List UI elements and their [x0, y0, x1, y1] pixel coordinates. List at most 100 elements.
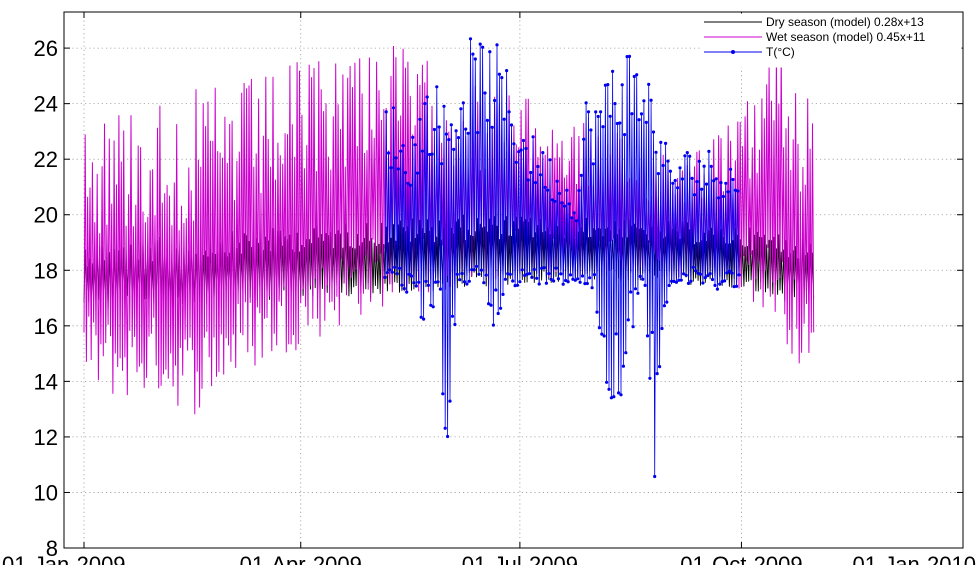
data-point: [411, 135, 415, 139]
data-point: [468, 37, 473, 41]
data-point: [384, 110, 388, 114]
data-point: [454, 129, 458, 133]
data-point: [648, 376, 652, 380]
data-point: [605, 380, 609, 384]
data-point: [683, 154, 687, 158]
data-point: [647, 82, 651, 86]
data-point: [506, 272, 510, 276]
data-point: [400, 283, 404, 287]
data-point: [443, 426, 447, 430]
data-point: [394, 156, 398, 160]
data-point: [710, 277, 715, 282]
data-point: [447, 138, 451, 142]
data-point: [514, 160, 518, 164]
data-point: [661, 163, 665, 168]
data-point: [690, 176, 694, 180]
y-tick-label: 10: [34, 480, 58, 505]
data-point: [507, 110, 511, 114]
data-point: [717, 196, 721, 200]
data-point: [499, 306, 503, 310]
data-point: [586, 110, 591, 114]
data-point: [460, 271, 464, 276]
data-point: [533, 181, 538, 185]
data-point: [530, 275, 534, 279]
data-point: [617, 391, 621, 395]
data-point: [434, 280, 438, 284]
data-point: [633, 287, 638, 291]
data-point: [651, 130, 656, 134]
data-point: [395, 272, 399, 276]
data-point: [568, 273, 573, 277]
data-point: [670, 279, 674, 283]
data-point: [542, 266, 546, 270]
data-point: [688, 154, 692, 158]
data-point: [599, 110, 603, 114]
y-tick-label: 18: [34, 258, 58, 283]
data-point: [559, 272, 563, 276]
data-point: [406, 181, 410, 185]
data-point: [412, 281, 416, 285]
data-point: [473, 57, 477, 61]
data-point: [500, 76, 504, 80]
data-point: [585, 281, 589, 286]
data-point: [676, 186, 680, 190]
series-layer: [83, 37, 815, 479]
data-point: [391, 106, 396, 110]
data-point: [636, 291, 640, 295]
data-point: [566, 280, 570, 284]
data-point: [541, 151, 545, 155]
data-point: [548, 158, 552, 162]
data-point: [479, 268, 483, 272]
data-point: [574, 219, 579, 223]
y-tick-label: 20: [34, 203, 58, 228]
data-point: [583, 282, 587, 286]
data-point: [444, 132, 448, 136]
data-point: [491, 323, 495, 327]
data-point: [464, 127, 468, 131]
data-point: [505, 69, 509, 73]
data-point: [441, 392, 445, 396]
data-point: [673, 178, 677, 183]
data-point: [680, 177, 685, 181]
data-point: [428, 152, 432, 157]
data-point: [684, 273, 688, 277]
data-point: [582, 137, 586, 141]
data-point: [714, 177, 718, 181]
data-point: [496, 311, 500, 316]
data-point: [570, 216, 574, 220]
data-point: [642, 99, 646, 103]
data-point: [511, 279, 515, 283]
data-point: [420, 149, 424, 153]
data-point: [489, 303, 493, 307]
data-point: [417, 280, 421, 284]
data-point: [424, 279, 428, 283]
y-tick-label: 14: [34, 369, 58, 394]
data-point: [638, 274, 642, 278]
x-tick-label: 01-Jan-2009: [2, 552, 126, 565]
data-point: [594, 110, 598, 114]
data-point: [703, 276, 707, 280]
data-point: [482, 281, 486, 285]
data-point: [576, 277, 580, 281]
data-point: [625, 55, 629, 59]
y-tick-label: 24: [34, 92, 58, 117]
data-point: [472, 268, 476, 272]
data-point: [736, 189, 740, 193]
data-point: [659, 140, 663, 144]
data-point: [562, 204, 567, 208]
data-point: [383, 275, 387, 279]
data-point: [453, 322, 457, 327]
y-tick-label: 16: [34, 314, 58, 339]
data-point: [409, 274, 414, 278]
data-point: [721, 194, 726, 199]
data-point: [712, 179, 716, 183]
data-point: [624, 351, 628, 355]
data-point: [470, 268, 474, 272]
data-point: [471, 52, 475, 56]
x-tick-label: 01-Jan-2010: [852, 552, 976, 565]
data-point: [629, 290, 633, 294]
data-point: [643, 283, 647, 287]
data-point: [495, 43, 499, 47]
data-point: [612, 395, 616, 399]
data-point: [698, 272, 703, 276]
